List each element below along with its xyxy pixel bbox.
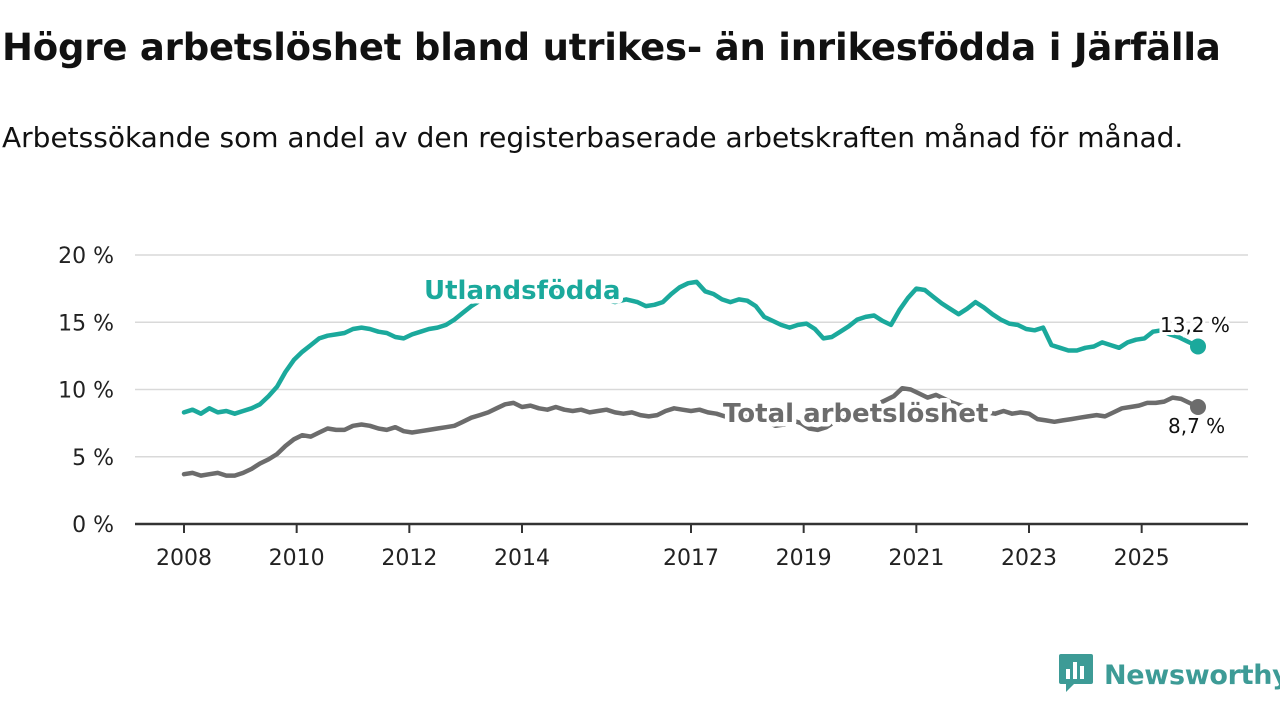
x-tick-label: 2021 <box>888 546 944 571</box>
y-tick-label: 10 % <box>58 379 114 404</box>
series-label-utlandsfodda: Utlandsfödda <box>424 276 621 306</box>
brand-logo: Newsworthy <box>1058 654 1280 696</box>
y-tick-label: 0 % <box>72 513 114 538</box>
series-label-total: Total arbetslöshet <box>723 399 988 429</box>
x-tick-label: 2014 <box>494 546 550 571</box>
end-value-utlandsfodda: 13,2 % <box>1160 313 1230 337</box>
series-line-0 <box>181 279 1201 416</box>
series-end-point-0 <box>1190 338 1206 355</box>
brand-name: Newsworthy <box>1104 659 1280 691</box>
x-tick-label: 2012 <box>381 546 437 571</box>
x-tick-label: 2023 <box>1001 546 1057 571</box>
gridlines <box>135 254 1248 458</box>
series-end-point-1 <box>1190 398 1206 415</box>
x-tick-label: 2019 <box>776 546 832 571</box>
line-chart: 0 %5 %10 %15 %20 % 2008 2010 2012 2014 2017 2… <box>58 244 1248 571</box>
x-tick-label: 2017 <box>663 546 719 571</box>
y-tick-label: 15 % <box>58 311 114 336</box>
series-labels: Utlandsfödda Total arbetslöshet 13,2 % 8,7 … <box>420 272 1233 442</box>
y-axis-ticks: 0 % 5 % 10 % 15 % 20 % <box>58 244 114 538</box>
chart-title: Högre arbetslöshet bland utrikes- än inr… <box>2 26 1221 69</box>
series-line-1 <box>181 385 1201 478</box>
end-value-total: 8,7 % <box>1168 414 1225 438</box>
bar-chart-speech-icon <box>1058 652 1094 698</box>
series-lines <box>181 279 1206 478</box>
x-tick-label: 2025 <box>1114 546 1170 571</box>
y-tick-label: 5 % <box>72 446 114 471</box>
x-axis: 2008 2010 2012 2014 2017 2019 2021 2023 2025 <box>135 522 1248 571</box>
x-tick-label: 2008 <box>156 546 212 571</box>
x-tick-label: 2010 <box>269 546 325 571</box>
chart-subtitle: Arbetssökande som andel av den registerb… <box>2 121 1184 154</box>
y-tick-label: 20 % <box>58 244 114 269</box>
